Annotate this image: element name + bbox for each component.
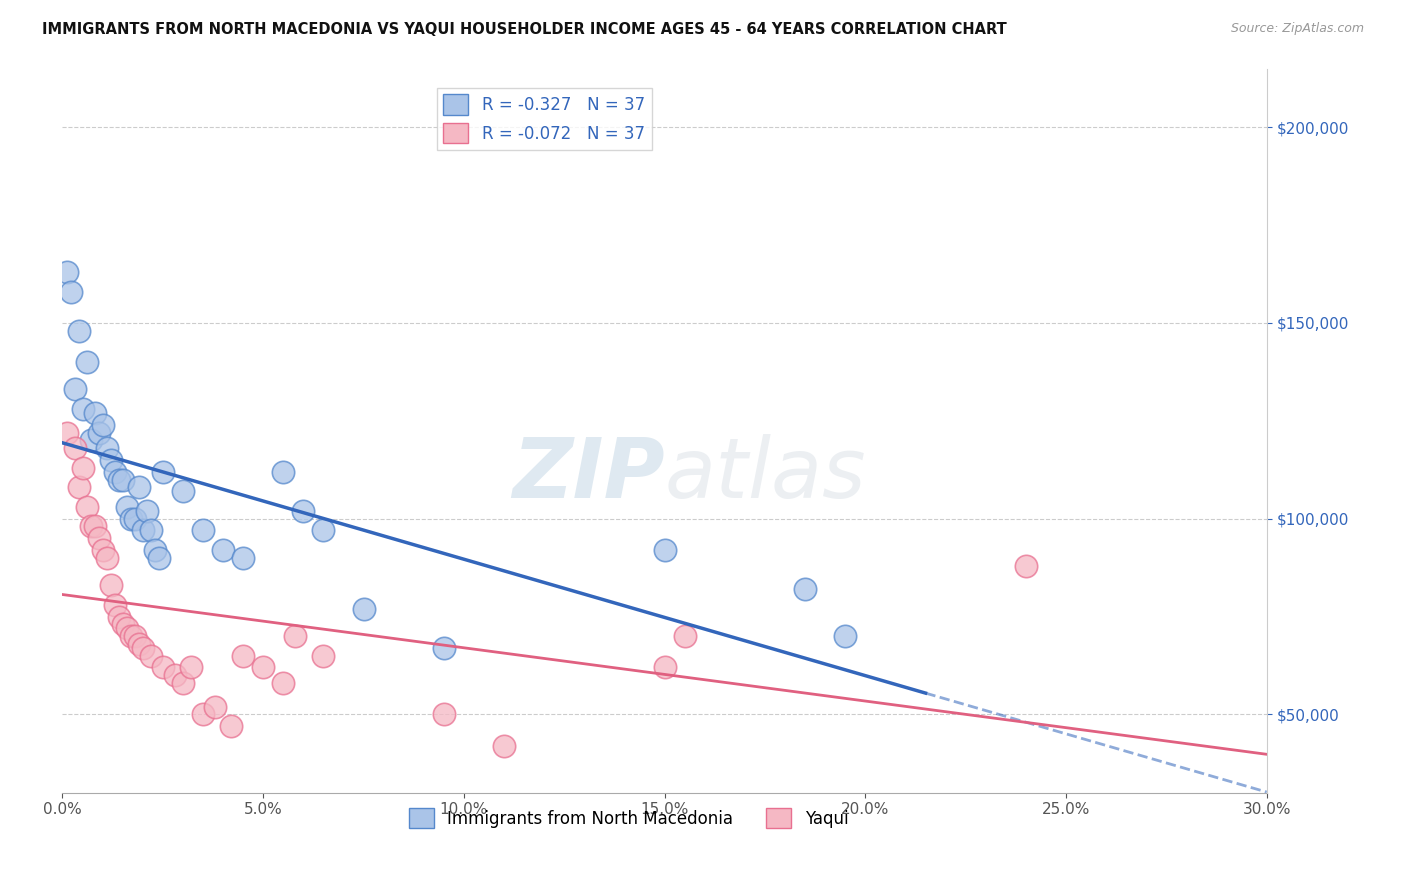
Text: Source: ZipAtlas.com: Source: ZipAtlas.com <box>1230 22 1364 36</box>
Point <box>232 550 254 565</box>
Point <box>104 598 127 612</box>
Point <box>433 640 456 655</box>
Point <box>143 543 166 558</box>
Point <box>83 519 105 533</box>
Point <box>76 355 98 369</box>
Point <box>654 660 676 674</box>
Point <box>96 550 118 565</box>
Point <box>120 629 142 643</box>
Point <box>87 425 110 440</box>
Point <box>91 417 114 432</box>
Point <box>124 511 146 525</box>
Point <box>172 484 194 499</box>
Point <box>107 473 129 487</box>
Point <box>67 480 90 494</box>
Point <box>673 629 696 643</box>
Point <box>219 719 242 733</box>
Point <box>353 601 375 615</box>
Point <box>135 504 157 518</box>
Point <box>128 480 150 494</box>
Point <box>654 543 676 558</box>
Point <box>132 524 155 538</box>
Point <box>163 668 186 682</box>
Point <box>252 660 274 674</box>
Point <box>312 524 335 538</box>
Point <box>107 609 129 624</box>
Point <box>91 543 114 558</box>
Point <box>312 648 335 663</box>
Point <box>284 629 307 643</box>
Point <box>271 676 294 690</box>
Point <box>1015 558 1038 573</box>
Point <box>212 543 235 558</box>
Point <box>111 617 134 632</box>
Point <box>132 640 155 655</box>
Point <box>139 524 162 538</box>
Point <box>79 519 101 533</box>
Point <box>148 550 170 565</box>
Point <box>232 648 254 663</box>
Point <box>191 524 214 538</box>
Point <box>55 425 77 440</box>
Point <box>79 434 101 448</box>
Point <box>83 406 105 420</box>
Point <box>63 441 86 455</box>
Legend: Immigrants from North Macedonia, Yaqui: Immigrants from North Macedonia, Yaqui <box>402 801 855 835</box>
Point <box>76 500 98 514</box>
Point <box>115 500 138 514</box>
Point <box>100 578 122 592</box>
Point <box>120 511 142 525</box>
Point <box>104 465 127 479</box>
Point <box>139 648 162 663</box>
Point <box>128 637 150 651</box>
Point <box>172 676 194 690</box>
Point <box>72 460 94 475</box>
Point <box>72 402 94 417</box>
Point <box>96 441 118 455</box>
Point <box>834 629 856 643</box>
Point <box>152 660 174 674</box>
Point <box>55 265 77 279</box>
Point <box>111 473 134 487</box>
Text: IMMIGRANTS FROM NORTH MACEDONIA VS YAQUI HOUSEHOLDER INCOME AGES 45 - 64 YEARS C: IMMIGRANTS FROM NORTH MACEDONIA VS YAQUI… <box>42 22 1007 37</box>
Text: atlas: atlas <box>665 434 866 515</box>
Point <box>433 707 456 722</box>
Point <box>124 629 146 643</box>
Point <box>67 324 90 338</box>
Point <box>100 453 122 467</box>
Point <box>87 531 110 545</box>
Point <box>492 739 515 753</box>
Point <box>204 699 226 714</box>
Point <box>180 660 202 674</box>
Point <box>292 504 315 518</box>
Point <box>115 621 138 635</box>
Point <box>152 465 174 479</box>
Point <box>271 465 294 479</box>
Text: ZIP: ZIP <box>512 434 665 515</box>
Point <box>191 707 214 722</box>
Point <box>59 285 82 299</box>
Point <box>794 582 817 596</box>
Point <box>63 383 86 397</box>
